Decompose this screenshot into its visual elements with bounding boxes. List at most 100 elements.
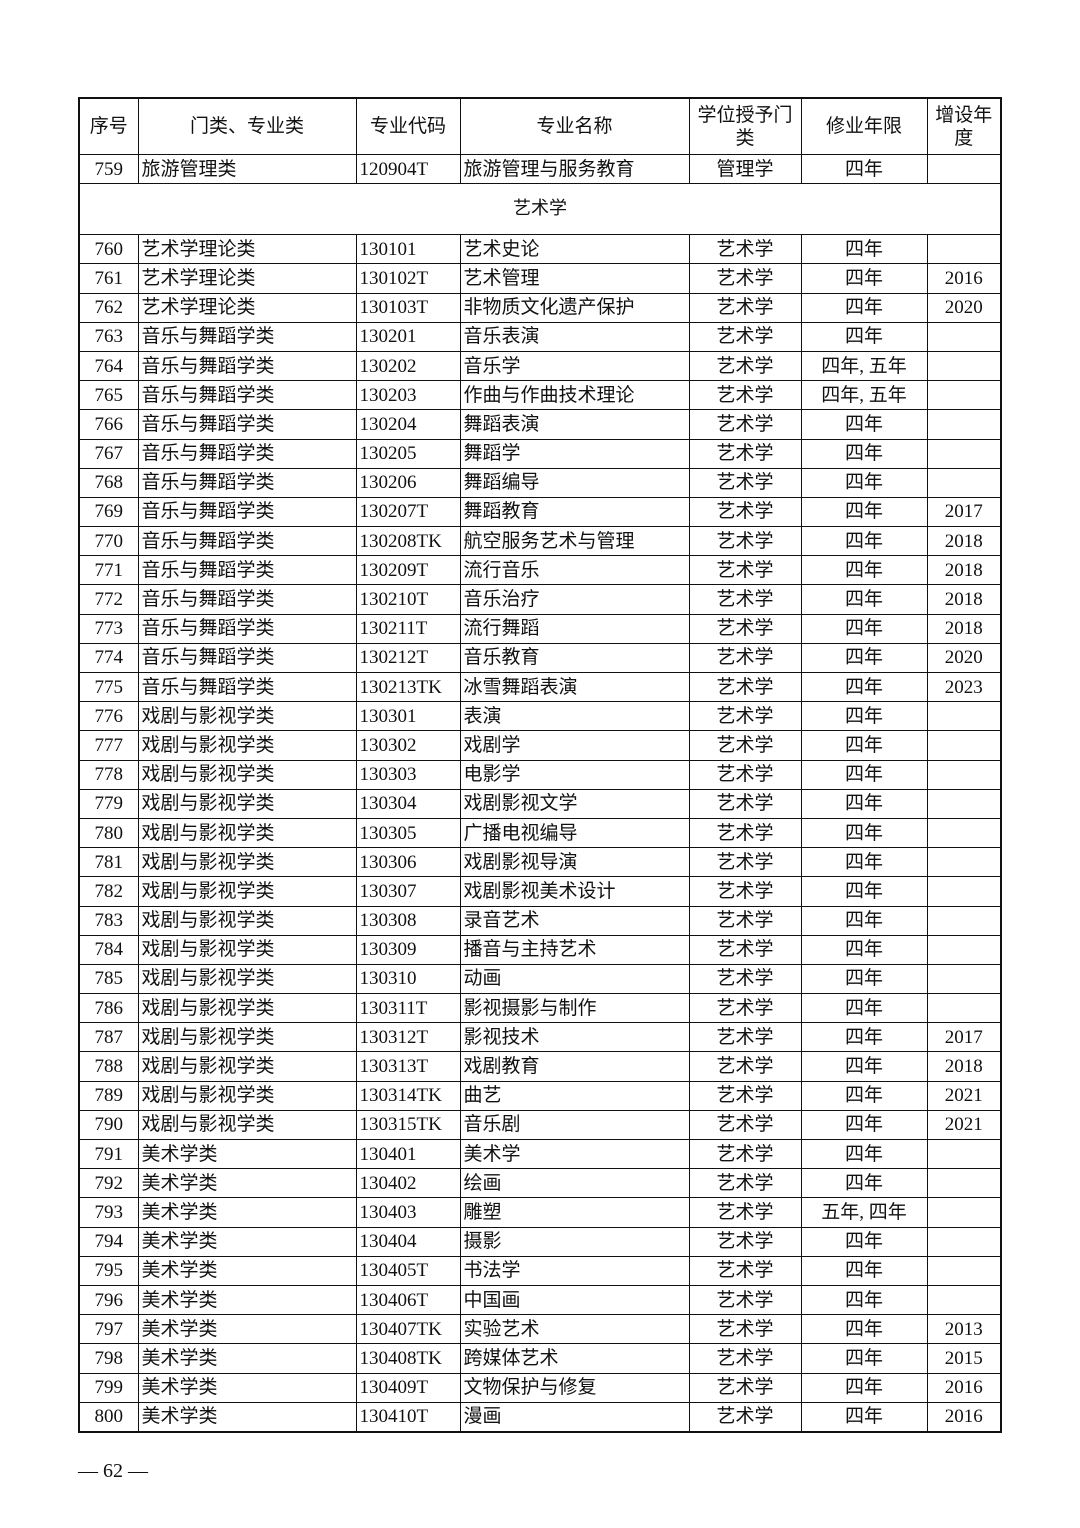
cell-name: 动画 [459,963,690,995]
cell-code: 130409T [355,1372,461,1403]
table-row: 796 美术学类 130406T 中国画 艺术学 四年 [78,1284,1002,1316]
cell-index: 788 [78,1051,139,1082]
cell-year-added: 2020 [926,292,1002,323]
cell-category: 戏剧与影视学类 [137,1022,357,1053]
cell-duration: 四年 [800,963,928,995]
cell-degree: 艺术学 [688,380,802,411]
cell-degree: 艺术学 [688,905,802,936]
cell-code: 130213TK [355,671,461,703]
cell-degree: 艺术学 [688,642,802,674]
cell-degree: 艺术学 [688,1022,802,1053]
cell-code: 130205 [355,438,461,469]
cell-category: 音乐与舞蹈学类 [137,584,357,615]
cell-name: 影视摄影与制作 [459,993,690,1024]
cell-name: 戏剧学 [459,730,690,761]
cell-category: 戏剧与影视学类 [137,788,357,819]
cell-index: 794 [78,1226,139,1257]
cell-degree: 艺术学 [688,1226,802,1257]
cell-category: 戏剧与影视学类 [137,817,357,849]
cell-degree: 艺术学 [688,234,802,265]
cell-degree: 艺术学 [688,759,802,790]
cell-index: 761 [78,263,139,294]
table-row: 787 戏剧与影视学类 130312T 影视技术 艺术学 四年 2017 [78,1022,1002,1053]
cell-duration: 四年 [800,292,928,323]
cell-duration: 四年 [800,993,928,1024]
section-title: 艺术学 [78,183,1002,236]
cell-name: 航空服务艺术与管理 [459,526,690,557]
cell-year-added [926,1284,1002,1316]
cell-index: 780 [78,817,139,849]
cell-degree: 艺术学 [688,993,802,1024]
table-row: 778 戏剧与影视学类 130303 电影学 艺术学 四年 [78,759,1002,790]
cell-duration: 四年 [800,526,928,557]
cell-degree: 艺术学 [688,526,802,557]
cell-code: 120904T [355,153,461,185]
cell-index: 800 [78,1401,139,1433]
cell-name: 旅游管理与服务教育 [459,153,690,185]
table-row: 779 戏剧与影视学类 130304 戏剧影视文学 艺术学 四年 [78,788,1002,819]
cell-name: 绘画 [459,1168,690,1199]
cell-category: 艺术学理论类 [137,292,357,323]
cell-index: 797 [78,1314,139,1345]
cell-category: 美术学类 [137,1284,357,1316]
cell-code: 130202 [355,350,461,382]
cell-index: 771 [78,555,139,586]
cell-name: 曲艺 [459,1080,690,1111]
cell-code: 130306 [355,847,461,878]
cell-year-added [926,847,1002,878]
cell-duration: 四年 [800,905,928,936]
cell-degree: 艺术学 [688,788,802,819]
cell-year-added: 2017 [926,1022,1002,1053]
cell-category: 音乐与舞蹈学类 [137,380,357,411]
cell-duration: 四年 [800,613,928,644]
table-row: 772 音乐与舞蹈学类 130210T 音乐治疗 艺术学 四年 2018 [78,584,1002,615]
cell-duration: 四年 [800,467,928,498]
cell-duration: 四年 [800,847,928,878]
cell-category: 艺术学理论类 [137,263,357,294]
cell-category: 戏剧与影视学类 [137,963,357,995]
cell-code: 130211T [355,613,461,644]
cell-year-added [926,153,1002,185]
cell-degree: 艺术学 [688,1343,802,1374]
cell-code: 130101 [355,234,461,265]
cell-degree: 艺术学 [688,409,802,440]
cell-name: 舞蹈表演 [459,409,690,440]
cell-degree: 管理学 [688,153,802,185]
cell-name: 摄影 [459,1226,690,1257]
cell-category: 美术学类 [137,1168,357,1199]
header-year-added: 增设年度 [926,97,1002,155]
table-row: 792 美术学类 130402 绘画 艺术学 四年 [78,1168,1002,1199]
cell-index: 763 [78,321,139,352]
cell-index: 779 [78,788,139,819]
cell-year-added: 2016 [926,1372,1002,1403]
cell-duration: 四年 [800,876,928,907]
cell-year-added: 2018 [926,613,1002,644]
cell-code: 130402 [355,1168,461,1199]
cell-name: 中国画 [459,1284,690,1316]
cell-name: 戏剧影视美术设计 [459,876,690,907]
cell-year-added: 2018 [926,555,1002,586]
cell-name: 实验艺术 [459,1314,690,1345]
table-row: 785 戏剧与影视学类 130310 动画 艺术学 四年 [78,963,1002,995]
table-row: 790 戏剧与影视学类 130315TK 音乐剧 艺术学 四年 2021 [78,1109,1002,1141]
cell-year-added: 2023 [926,671,1002,703]
cell-code: 130307 [355,876,461,907]
cell-index: 787 [78,1022,139,1053]
cell-category: 音乐与舞蹈学类 [137,321,357,352]
cell-duration: 四年 [800,1284,928,1316]
cell-index: 770 [78,526,139,557]
cell-name: 舞蹈编导 [459,467,690,498]
cell-index: 772 [78,584,139,615]
cell-duration: 四年 [800,1314,928,1345]
cell-index: 760 [78,234,139,265]
cell-name: 影视技术 [459,1022,690,1053]
cell-category: 戏剧与影视学类 [137,847,357,878]
cell-code: 130210T [355,584,461,615]
cell-category: 音乐与舞蹈学类 [137,555,357,586]
cell-degree: 艺术学 [688,1168,802,1199]
table-row: 797 美术学类 130407TK 实验艺术 艺术学 四年 2013 [78,1314,1002,1345]
cell-duration: 五年, 四年 [800,1197,928,1228]
cell-code: 130304 [355,788,461,819]
cell-code: 130404 [355,1226,461,1257]
cell-year-added [926,467,1002,498]
